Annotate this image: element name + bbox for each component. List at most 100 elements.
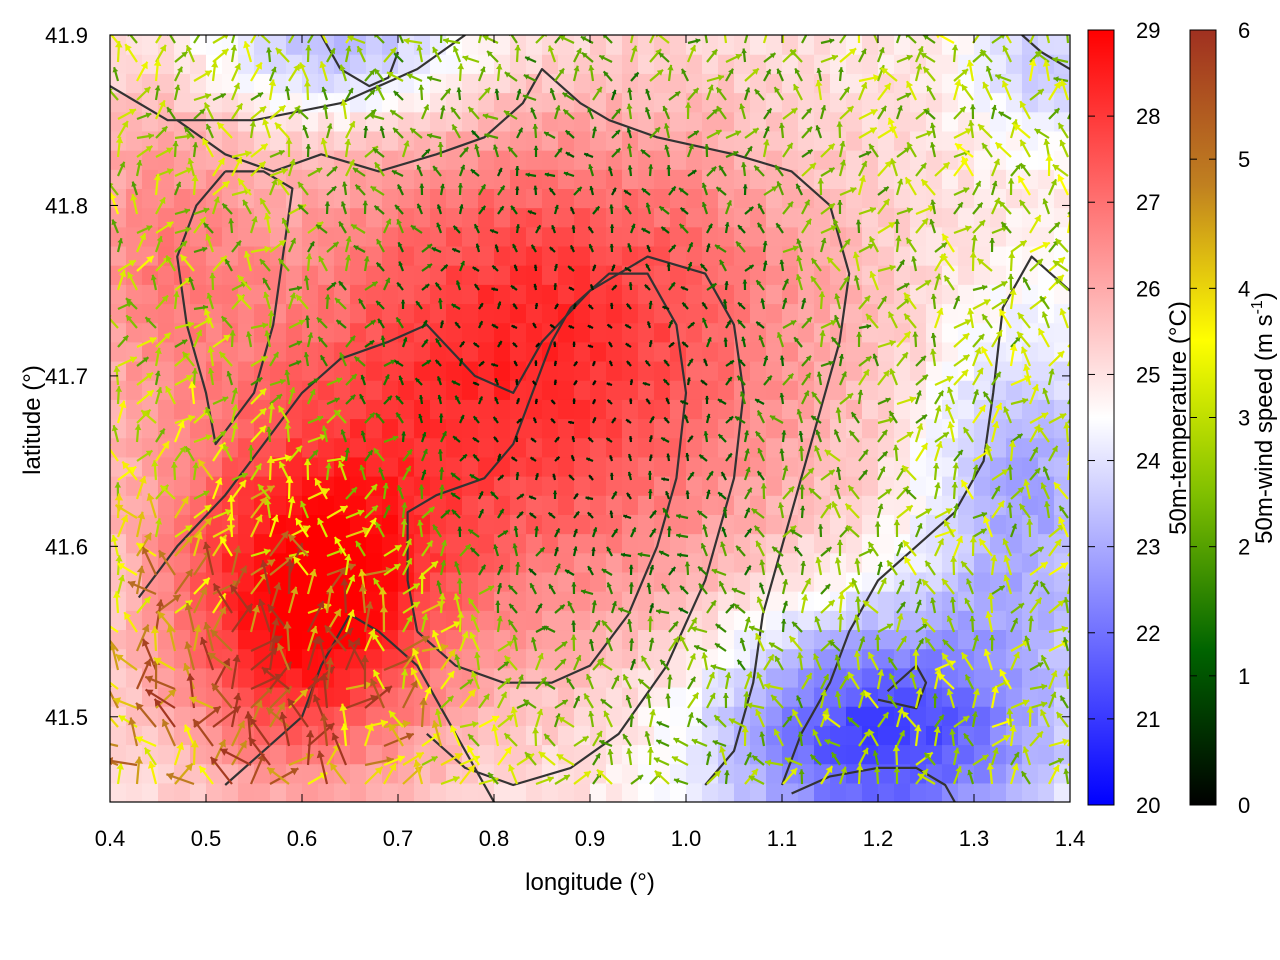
heatmap-cell bbox=[222, 130, 239, 151]
heatmap-cell bbox=[734, 552, 751, 573]
heatmap-cell bbox=[430, 782, 447, 802]
heatmap-cell bbox=[1054, 782, 1070, 802]
heatmap-cell bbox=[574, 648, 591, 669]
wind-vector bbox=[299, 62, 310, 82]
heatmap-cell bbox=[190, 226, 207, 247]
x-tick-label: 0.5 bbox=[191, 826, 222, 851]
wind-vector bbox=[250, 245, 272, 254]
heatmap-cell bbox=[766, 418, 783, 439]
wind-vector bbox=[288, 285, 303, 292]
wind-vector bbox=[440, 620, 462, 633]
heatmap-cell bbox=[750, 437, 767, 458]
wind-vector bbox=[153, 173, 162, 196]
heatmap-cell bbox=[782, 380, 799, 400]
heatmap-cell bbox=[638, 456, 655, 477]
heatmap-cell bbox=[734, 571, 751, 592]
wind-vector bbox=[335, 319, 347, 329]
heatmap-cell bbox=[222, 265, 239, 285]
wind-vector bbox=[396, 281, 404, 291]
heatmap-cell bbox=[782, 399, 799, 420]
wind-vector bbox=[320, 713, 329, 747]
wind-vector bbox=[236, 274, 252, 291]
heatmap-cell bbox=[510, 725, 527, 746]
heatmap-cell bbox=[478, 92, 495, 113]
heatmap-cell bbox=[894, 686, 911, 707]
wind-vector bbox=[421, 359, 432, 367]
heatmap-cell bbox=[782, 265, 799, 285]
y-tick-label: 41.6 bbox=[45, 534, 88, 559]
heatmap-cell bbox=[958, 418, 975, 439]
heatmap-cell bbox=[702, 476, 719, 496]
heatmap-cell bbox=[142, 610, 159, 631]
wind-vector bbox=[227, 495, 236, 519]
heatmap-cell bbox=[1022, 667, 1039, 688]
heatmap-cell bbox=[206, 207, 223, 228]
heatmap-cell bbox=[686, 245, 703, 266]
heatmap-cell bbox=[126, 686, 143, 707]
heatmap-cell bbox=[894, 303, 911, 324]
heatmap-cell bbox=[174, 456, 191, 477]
heatmap-cell bbox=[958, 207, 975, 228]
wind-vector bbox=[440, 775, 460, 786]
heatmap-cell bbox=[366, 303, 383, 324]
heatmap-cell bbox=[574, 130, 591, 151]
heatmap-cell bbox=[766, 667, 783, 688]
heatmap-cell bbox=[958, 744, 975, 765]
heatmap-cell bbox=[174, 706, 191, 726]
wind-vector bbox=[478, 360, 485, 367]
heatmap-cell bbox=[1022, 207, 1039, 228]
wind-vector bbox=[530, 637, 538, 652]
heatmap-cell bbox=[350, 207, 367, 228]
colorbar-tick-label: 0 bbox=[1238, 793, 1250, 818]
wind-vector bbox=[250, 484, 276, 500]
wind-vector bbox=[440, 264, 449, 272]
wind-vector bbox=[110, 625, 119, 633]
heatmap-cell bbox=[750, 456, 767, 477]
heatmap-cell bbox=[702, 92, 719, 113]
heatmap-cell bbox=[910, 284, 927, 305]
heatmap-cell bbox=[670, 648, 687, 669]
heatmap-cell bbox=[366, 380, 383, 400]
heatmap-cell bbox=[638, 322, 655, 343]
wind-vector bbox=[127, 580, 157, 596]
heatmap-cell bbox=[206, 188, 223, 209]
wind-vector bbox=[117, 356, 138, 367]
heatmap-cell bbox=[958, 782, 975, 802]
heatmap-cell bbox=[1022, 169, 1039, 189]
heatmap-cell bbox=[542, 35, 559, 55]
heatmap-cell bbox=[558, 686, 575, 707]
heatmap-cell bbox=[766, 456, 783, 477]
wind-vector bbox=[534, 360, 538, 367]
wind-vector bbox=[434, 281, 442, 291]
wind-vector bbox=[453, 593, 462, 614]
wind-vector bbox=[326, 47, 336, 63]
heatmap-cell bbox=[110, 226, 127, 247]
wind-vector bbox=[111, 219, 120, 234]
wind-vector bbox=[383, 544, 403, 557]
wind-vector bbox=[188, 276, 196, 291]
heatmap-cell bbox=[574, 629, 591, 650]
heatmap-cell bbox=[574, 341, 591, 362]
wind-vector bbox=[174, 762, 194, 785]
wind-vector bbox=[317, 336, 328, 348]
heatmap-cell bbox=[926, 706, 943, 726]
heatmap-cell bbox=[942, 571, 959, 592]
wind-vector bbox=[452, 225, 461, 234]
heatmap-cell bbox=[286, 399, 303, 420]
heatmap-cell bbox=[142, 514, 159, 535]
heatmap-cell bbox=[526, 92, 543, 113]
heatmap-cell bbox=[910, 629, 927, 650]
heatmap-cell bbox=[990, 495, 1007, 515]
heatmap-cell bbox=[782, 476, 799, 496]
wind-vector bbox=[549, 87, 557, 101]
heatmap-cell bbox=[702, 725, 719, 746]
heatmap-cell bbox=[606, 667, 623, 688]
heatmap-cell bbox=[846, 648, 863, 669]
wind-vector bbox=[212, 180, 231, 196]
wind-vector bbox=[496, 453, 502, 462]
heatmap-cell bbox=[782, 725, 799, 746]
heatmap-cell bbox=[462, 495, 479, 515]
heatmap-cell bbox=[526, 130, 543, 151]
heatmap-cell bbox=[1054, 648, 1070, 669]
wind-vector bbox=[192, 142, 199, 158]
